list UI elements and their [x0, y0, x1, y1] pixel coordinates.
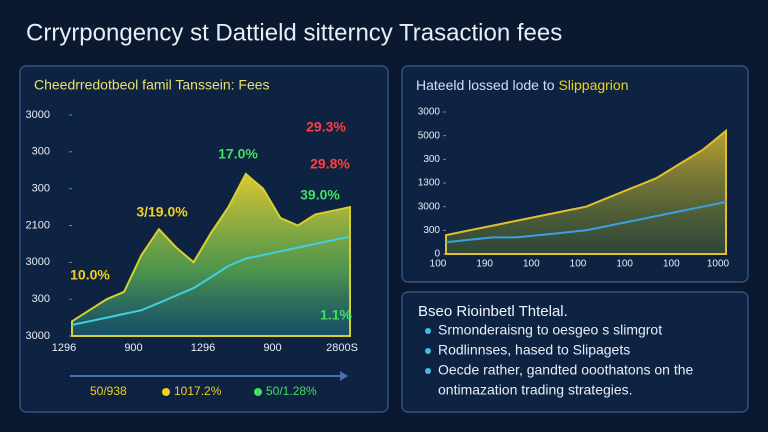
x-tick-label: 100 — [570, 259, 587, 270]
y-tick-label: 5000 — [418, 130, 441, 141]
area — [71, 172, 351, 337]
legend-dot — [254, 388, 262, 396]
x-tick-label: 100 — [616, 259, 633, 270]
chart-title: Hateeld lossed lode to Slippagrion — [416, 77, 629, 93]
bullet-text: Oecde rather, gandted ooothatons on the — [438, 362, 694, 378]
line — [445, 200, 727, 244]
y-tick-label: 3000 — [26, 109, 50, 121]
bullet-text: Srmonderaisng to oesgeo s slimgrot — [438, 322, 662, 338]
title-text: Hateeld lossed lode to — [416, 77, 555, 93]
bullet — [425, 328, 431, 334]
y-tick-label: 300 — [32, 183, 50, 195]
legend-label: 50/1.28% — [266, 384, 317, 398]
y-tick-label: 0 — [434, 249, 440, 260]
x-tick-label: 1296 — [52, 342, 76, 354]
annotation: 10.0% — [70, 267, 110, 283]
annotation: 1.1% — [320, 307, 352, 323]
title-highlight: Slippagrion — [558, 77, 628, 93]
info-panel — [401, 291, 749, 413]
y-tick-label: 1300 — [418, 178, 441, 189]
legend-dot — [162, 388, 170, 396]
x-tick-label: 900 — [124, 342, 142, 354]
arrow-head — [340, 371, 348, 381]
x-tick-label: 1000 — [707, 259, 730, 270]
x-tick-label: 100 — [663, 259, 680, 270]
x-tick-label: 2800S — [326, 342, 358, 354]
y-tick-label: 3000 — [418, 107, 441, 118]
y-tick-label: 3000 — [26, 256, 50, 268]
x-tick-label: 900 — [263, 342, 281, 354]
annotation: 29.3% — [306, 119, 346, 135]
x-tick-label: 100 — [523, 259, 540, 270]
area — [445, 128, 727, 255]
info-title: Bseo Rioinbetl Thtelal. — [418, 303, 568, 320]
page-title: Crryrpongency st Dattield sitterncy Tras… — [26, 19, 562, 46]
x-tick-label: 100 — [430, 259, 447, 270]
bullet — [425, 348, 431, 354]
bullet-text: ontimazation trading strategies. — [438, 382, 633, 398]
y-tick-label: 300 — [32, 293, 50, 305]
y-tick-label: 3000 — [26, 330, 50, 342]
y-tick-label: 300 — [423, 225, 440, 236]
y-tick-label: 300 — [423, 154, 440, 165]
legend-label: 50/938 — [90, 384, 127, 398]
y-tick-label: 300 — [32, 146, 50, 158]
y-tick-label: 2100 — [26, 219, 50, 231]
x-tick-label: 190 — [476, 259, 493, 270]
annotation: 3/19.0% — [136, 204, 188, 220]
bullet — [425, 368, 431, 374]
legend-label: 1017.2% — [174, 384, 222, 398]
x-tick-label: 1296 — [191, 342, 215, 354]
annotation: 29.8% — [310, 156, 350, 172]
bullet-text: Rodlinnses, hased to Slipagets — [438, 342, 630, 358]
annotation: 17.0% — [218, 146, 258, 162]
y-tick-label: 3000 — [418, 201, 441, 212]
annotation: 39.0% — [300, 187, 340, 203]
chart-title: Cheedrredotbeol famil Tanssein: Fees — [34, 77, 270, 93]
line — [71, 235, 351, 326]
